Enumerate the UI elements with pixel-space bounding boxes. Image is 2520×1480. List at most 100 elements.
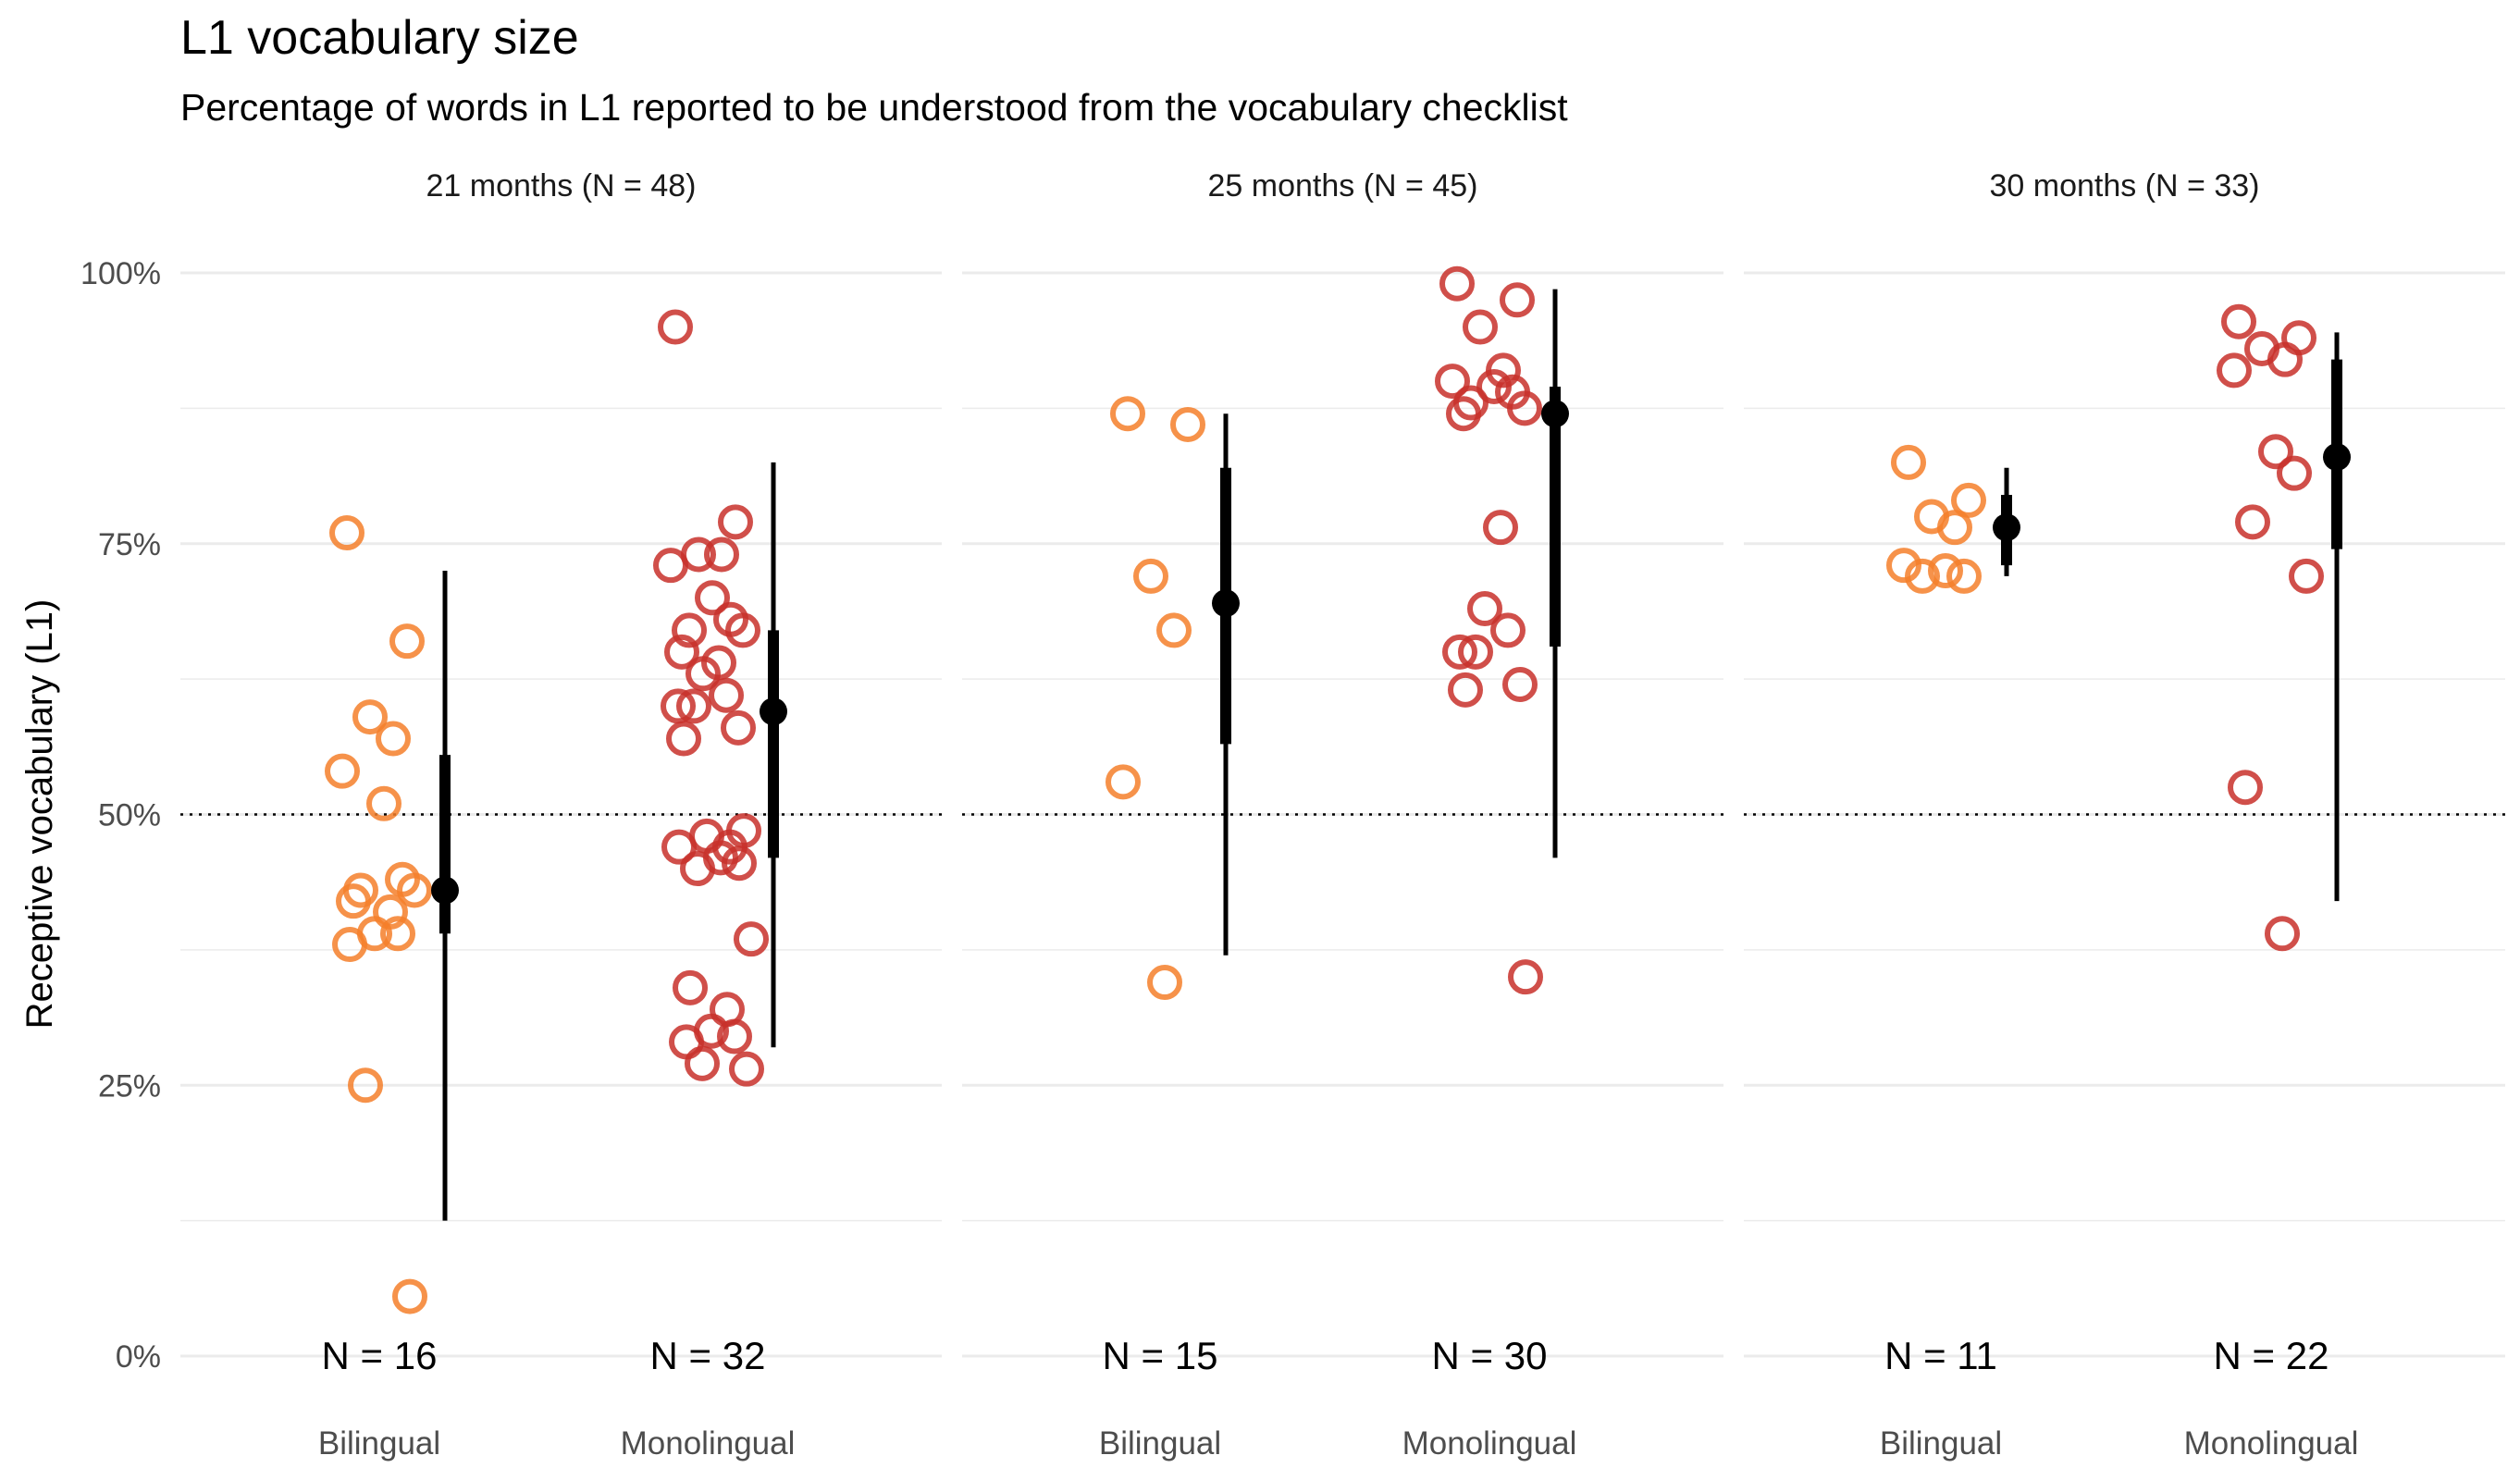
data-point [1476,368,1512,404]
data-point [695,580,730,616]
data-point [704,536,739,573]
n-label: N = 15 [1103,1334,1218,1377]
data-point [1500,282,1535,318]
data-point [2235,504,2270,540]
data-point [1891,444,1926,480]
data-point [725,612,760,648]
y-axis-label: Receptive vocabulary (L1) [19,599,60,1030]
x-tick-label: Bilingual [1880,1425,2002,1462]
data-point [1886,548,1921,584]
data-point [717,1018,752,1054]
summary-point [760,697,787,726]
data-point [1946,558,1982,594]
data-point [2267,341,2303,377]
data-point [1435,364,1470,400]
summary-point [2323,443,2351,472]
data-point [1463,309,1498,345]
data-point [729,1051,764,1087]
y-tick-label: 25% [98,1068,161,1104]
data-point [2217,352,2252,388]
data-point [686,656,721,692]
data-point [664,634,699,670]
data-point [1439,265,1475,302]
data-point [397,872,432,908]
data-point [721,709,756,746]
panel-title: 30 months (N = 33) [1990,168,2260,204]
x-tick-label: Monolingual [2184,1425,2359,1462]
data-point [1490,612,1526,648]
n-label: N = 22 [2214,1334,2329,1377]
data-point [325,753,360,789]
summary-point [1541,400,1569,428]
y-tick-label: 0% [116,1339,161,1375]
data-point [1446,396,1481,432]
y-tick-label: 50% [98,798,161,833]
data-point [1502,666,1538,702]
data-point [1937,510,1972,546]
data-point [672,612,707,648]
data-point [2277,455,2312,491]
data-point [658,309,693,345]
data-point [680,851,715,887]
data-point [1133,558,1168,594]
data-point [2265,916,2300,952]
n-label: N = 16 [322,1334,438,1377]
data-point [685,1045,720,1081]
data-point [2258,434,2293,470]
n-label: N = 11 [1884,1334,1997,1377]
x-tick-label: Bilingual [318,1425,440,1462]
data-point [722,845,757,882]
data-point [661,829,697,865]
panel-title: 21 months (N = 48) [426,168,697,204]
data-point [352,699,388,735]
data-point [1170,406,1205,442]
data-point [2221,303,2256,339]
data-point [1507,390,1542,426]
data-point [366,785,401,821]
x-tick-label: Bilingual [1099,1425,1221,1462]
summary-point [1212,589,1240,618]
data-point [1458,634,1493,670]
data-point [1106,764,1141,800]
data-point [1928,553,1963,589]
data-point [1951,482,1986,518]
data-point [2289,558,2324,594]
data-point [676,688,711,724]
data-point [673,969,708,1005]
data-point [2281,320,2316,356]
data-point [1467,591,1502,627]
data-point [1442,634,1477,670]
summary-point [1993,513,2020,542]
data-point [653,548,688,584]
data-point [1508,959,1543,995]
x-tick-label: Monolingual [621,1425,796,1462]
data-point [1483,510,1518,546]
chart-subtitle: Percentage of words in L1 reported to be… [180,86,1568,129]
y-tick-label: 100% [80,256,161,291]
summary-point [431,876,459,905]
data-point [666,721,701,757]
data-point [734,921,769,957]
data-point [1905,558,1940,594]
data-point [718,504,753,540]
y-tick-label: 75% [98,527,161,562]
data-point [336,883,371,919]
data-point [661,688,696,724]
data-point [1156,612,1192,648]
panel-title: 25 months (N = 45) [1208,168,1478,204]
n-label: N = 32 [650,1334,766,1377]
data-point [348,1067,383,1104]
data-point [380,916,415,952]
n-label: N = 30 [1432,1334,1548,1377]
data-point [392,1278,427,1314]
data-point [376,721,411,757]
data-point [389,623,425,660]
data-point [2228,770,2263,806]
data-point [1147,965,1182,1001]
data-point [329,515,364,551]
x-tick-label: Monolingual [1402,1425,1577,1462]
data-point [1110,396,1145,432]
data-point [1448,672,1483,708]
plot-area: 0% 25% 50% 75% 100% 21 months (N = 48) N = 16 B… [80,168,2505,1462]
